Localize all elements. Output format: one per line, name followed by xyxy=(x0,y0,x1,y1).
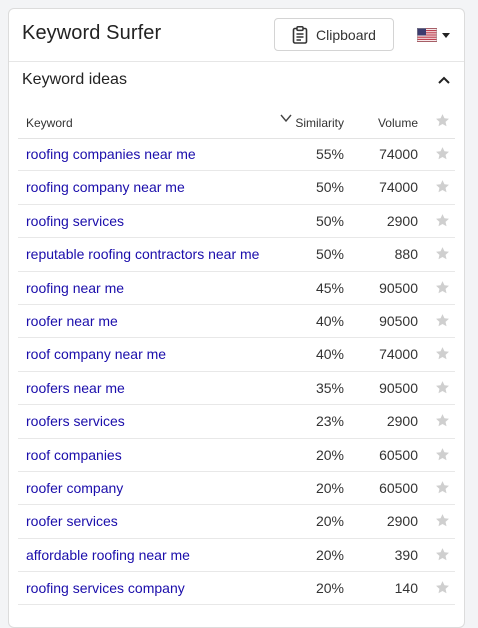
volume-value: 2900 xyxy=(386,212,418,229)
similarity-value: 55% xyxy=(315,146,344,162)
table-row: roofing services 50% 2900 xyxy=(18,205,455,239)
us-flag-icon xyxy=(417,28,437,42)
star-icon[interactable] xyxy=(435,246,450,261)
table-row: reputable roofing contractors near me 50%… xyxy=(18,238,455,272)
star-icon[interactable] xyxy=(435,179,450,194)
star-icon[interactable] xyxy=(435,480,450,495)
star-icon[interactable] xyxy=(435,413,450,428)
volume-value: 90500 xyxy=(379,312,418,329)
column-keyword[interactable]: Keyword xyxy=(26,116,73,130)
star-icon[interactable] xyxy=(435,113,450,128)
table-row: roofing near me 45% 90500 xyxy=(18,272,455,305)
column-volume[interactable]: Volume xyxy=(377,116,418,130)
table-row: roof companies 20% 60500 xyxy=(18,439,455,472)
similarity-value: 50% xyxy=(315,179,344,196)
sort-down-icon[interactable] xyxy=(280,114,292,122)
similarity-value: 45% xyxy=(315,279,344,296)
volume-value: 60500 xyxy=(379,446,418,463)
star-icon[interactable] xyxy=(435,513,450,528)
volume-value: 90500 xyxy=(379,379,418,396)
volume-value: 74000 xyxy=(379,179,418,196)
table-row: roofer services 20% 2900 xyxy=(18,505,455,539)
keyword-link[interactable]: roofers near me xyxy=(26,379,125,396)
star-icon[interactable] xyxy=(435,580,450,595)
similarity-value: 40% xyxy=(315,346,344,363)
keyword-table-body: roofing companies near me 55% 74000 roofing… xyxy=(18,138,455,606)
similarity-value: 20% xyxy=(315,513,344,530)
panel-header: Keyword Surfer Clipboard xyxy=(9,9,464,62)
table-row: roofer near me 40% 90500 xyxy=(18,305,455,339)
country-selector[interactable] xyxy=(417,26,453,44)
table-row: roofer company 20% 60500 xyxy=(18,472,455,506)
star-icon[interactable] xyxy=(435,280,450,295)
star-icon[interactable] xyxy=(435,313,450,328)
chevron-down-icon xyxy=(442,32,450,38)
table-row: roofing companies near me 55% 74000 xyxy=(18,138,455,172)
keyword-link[interactable]: roofing companies near me xyxy=(26,146,196,162)
keyword-link[interactable]: roofer near me xyxy=(26,312,118,329)
similarity-value: 50% xyxy=(315,246,344,263)
star-icon[interactable] xyxy=(435,380,450,395)
volume-value: 74000 xyxy=(379,146,418,162)
similarity-value: 20% xyxy=(315,580,344,597)
keyword-link[interactable]: affordable roofing near me xyxy=(26,546,190,563)
similarity-value: 20% xyxy=(315,479,344,496)
clipboard-button[interactable]: Clipboard xyxy=(274,18,394,51)
volume-value: 2900 xyxy=(386,513,418,530)
keyword-link[interactable]: roofing services xyxy=(26,212,125,229)
keyword-link[interactable]: roof companies xyxy=(26,446,122,463)
keyword-ideas-header[interactable]: Keyword ideas xyxy=(9,61,464,105)
keyword-link[interactable]: roofer services xyxy=(26,513,118,530)
star-icon[interactable] xyxy=(435,547,450,562)
similarity-value: 35% xyxy=(315,379,344,396)
similarity-value: 50% xyxy=(315,212,344,229)
volume-value: 880 xyxy=(394,246,418,263)
column-similarity[interactable]: Similarity xyxy=(295,116,344,130)
similarity-value: 20% xyxy=(315,546,344,563)
keyword-link[interactable]: roofers services xyxy=(26,413,125,430)
app-title: Keyword Surfer xyxy=(22,22,162,44)
volume-value: 390 xyxy=(394,546,418,563)
table-row: affordable roofing near me 20% 390 xyxy=(18,539,455,573)
star-icon[interactable] xyxy=(435,213,450,228)
volume-value: 90500 xyxy=(379,279,418,296)
table-row: roofing services company 20% 140 xyxy=(18,572,455,606)
clipboard-label: Clipboard xyxy=(316,26,376,43)
clipboard-icon xyxy=(292,25,308,44)
keyword-link[interactable]: reputable roofing contractors near me xyxy=(26,246,260,263)
similarity-value: 20% xyxy=(315,446,344,463)
star-icon[interactable] xyxy=(435,146,450,161)
chevron-up-icon[interactable] xyxy=(437,73,451,87)
volume-value: 74000 xyxy=(379,346,418,363)
table-row: roof company near me 40% 74000 xyxy=(18,338,455,372)
keyword-link[interactable]: roofing near me xyxy=(26,279,125,296)
keyword-link[interactable]: roofing company near me xyxy=(26,179,185,196)
table-row: roofers services 23% 2900 xyxy=(18,405,455,439)
keyword-link[interactable]: roofer company xyxy=(26,479,124,496)
similarity-value: 40% xyxy=(315,312,344,329)
volume-value: 140 xyxy=(394,580,418,597)
star-icon[interactable] xyxy=(435,447,450,462)
keyword-surfer-panel: Keyword Surfer Clipboard xyxy=(8,8,465,628)
similarity-value: 23% xyxy=(315,413,344,430)
star-icon[interactable] xyxy=(435,346,450,361)
keyword-link[interactable]: roofing services company xyxy=(26,580,185,597)
section-title: Keyword ideas xyxy=(22,71,127,88)
table-row: roofing company near me 50% 74000 xyxy=(18,171,455,205)
volume-value: 60500 xyxy=(379,479,418,496)
volume-value: 2900 xyxy=(386,413,418,430)
table-row: roofers near me 35% 90500 xyxy=(18,372,455,406)
keyword-link[interactable]: roof company near me xyxy=(26,346,167,363)
table-header: Keyword Similarity Volume xyxy=(18,105,455,139)
